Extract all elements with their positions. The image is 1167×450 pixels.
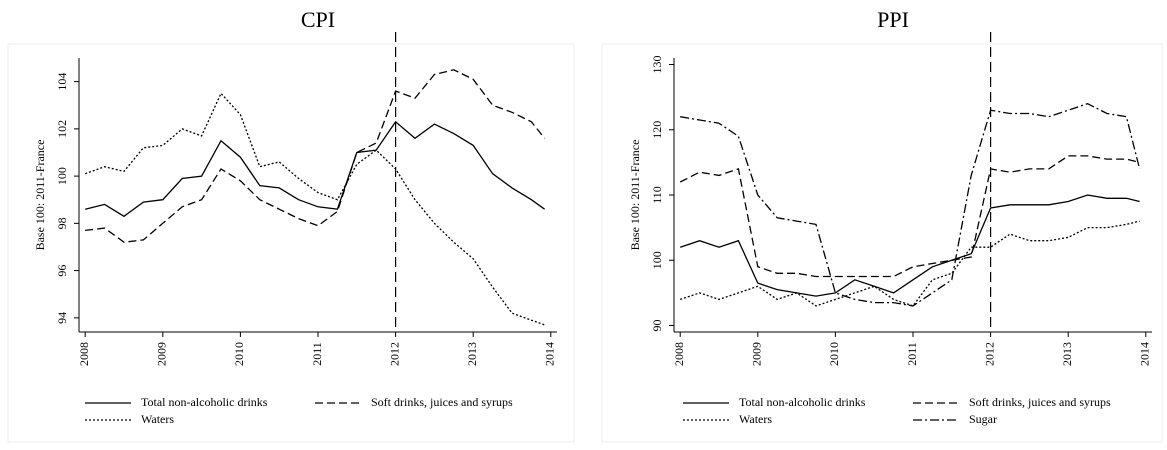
y-tick-label: 110 <box>650 186 664 204</box>
y-axis-label: Base 100: 2011-France <box>33 140 47 251</box>
x-tick-label: 2009 <box>155 342 169 366</box>
x-tick-label: 2008 <box>672 342 686 366</box>
y-tick-label: 96 <box>55 265 69 277</box>
y-tick-label: 98 <box>55 217 69 229</box>
legend-label: Waters <box>739 412 772 426</box>
chart-title: PPI <box>877 7 909 32</box>
x-tick-label: 2013 <box>1060 342 1074 366</box>
x-tick-label: 2009 <box>750 342 764 366</box>
legend-label: Soft drinks, juices and syrups <box>371 395 513 409</box>
x-tick-label: 2011 <box>310 342 324 366</box>
x-tick-label: 2014 <box>543 342 557 366</box>
x-tick-label: 2008 <box>77 342 91 366</box>
y-tick-label: 130 <box>650 56 664 74</box>
series-line <box>84 92 545 326</box>
y-axis-label: Base 100: 2011-France <box>628 140 642 251</box>
x-tick-label: 2010 <box>232 342 246 366</box>
legend-label: Total non-alcoholic drinks <box>141 395 268 409</box>
y-tick-label: 100 <box>55 167 69 185</box>
y-tick-label: 90 <box>650 319 664 331</box>
series-line <box>679 220 1140 307</box>
x-tick-label: 2012 <box>387 342 401 366</box>
chart-title: CPI <box>301 7 335 32</box>
x-tick-label: 2014 <box>1138 342 1152 366</box>
y-tick-label: 94 <box>55 312 69 324</box>
y-tick-label: 104 <box>55 73 69 91</box>
legend-label: Total non-alcoholic drinks <box>739 395 866 409</box>
panel-frame <box>7 43 575 443</box>
x-tick-label: 2010 <box>827 342 841 366</box>
x-tick-label: 2011 <box>905 342 919 366</box>
legend-label: Waters <box>141 412 174 426</box>
y-tick-label: 102 <box>55 120 69 138</box>
y-tick-label: 120 <box>650 121 664 139</box>
legend-label: Soft drinks, juices and syrups <box>969 395 1111 409</box>
series-line <box>85 120 545 218</box>
x-tick-label: 2013 <box>465 342 479 366</box>
series-line <box>680 102 1141 307</box>
series-line <box>85 69 546 243</box>
legend-label: Sugar <box>969 412 997 426</box>
series-line <box>679 194 1140 297</box>
series-line <box>679 155 1140 278</box>
y-tick-label: 100 <box>650 251 664 269</box>
panel-frame <box>601 43 1163 443</box>
x-tick-label: 2012 <box>982 342 996 366</box>
